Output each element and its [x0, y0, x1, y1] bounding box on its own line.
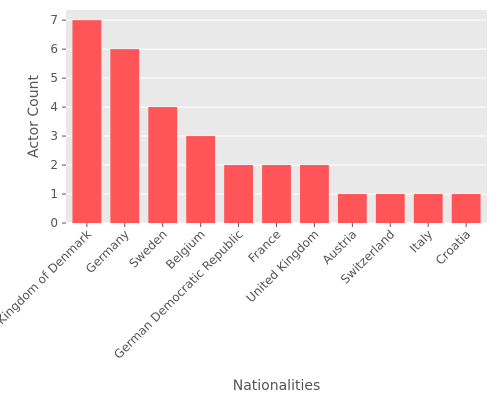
bars: [72, 20, 481, 224]
x-axis-ticks: Kingdom of DenmarkGermanySwedenBelgiumGe…: [0, 223, 473, 362]
bar: [148, 107, 178, 223]
bar: [262, 165, 291, 223]
y-tick-label: 6: [50, 42, 58, 56]
bar: [413, 194, 443, 223]
y-tick-label: 2: [50, 158, 58, 172]
x-tick-label: Croatia: [433, 227, 473, 267]
y-axis-title: Actor Count: [26, 75, 42, 158]
bar: [224, 165, 253, 223]
y-tick-label: 0: [50, 216, 58, 230]
y-tick-label: 4: [50, 100, 58, 114]
y-tick-label: 1: [50, 187, 58, 201]
bar: [300, 165, 329, 223]
bar: [337, 194, 367, 223]
bar: [375, 194, 405, 223]
x-tick-label: Italy: [407, 227, 435, 255]
bar: [186, 136, 216, 223]
x-tick-label: Kingdom of Denmark: [0, 227, 94, 327]
y-tick-label: 5: [50, 71, 58, 85]
x-tick-label: Sweden: [126, 227, 169, 270]
x-tick-label: United Kingdom: [244, 227, 322, 305]
bar: [72, 20, 102, 224]
bar: [451, 194, 481, 223]
y-axis-ticks: 0 1 2 3 4 5 6 7: [50, 13, 66, 230]
x-axis-title: Nationalities: [233, 378, 321, 394]
bar: [110, 49, 140, 223]
y-tick-label: 3: [50, 129, 58, 143]
y-tick-label: 7: [50, 13, 58, 27]
